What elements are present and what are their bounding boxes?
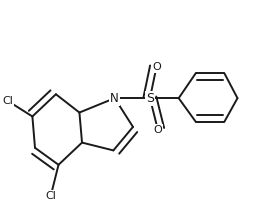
Text: Cl: Cl <box>45 191 56 201</box>
Text: S: S <box>146 92 154 105</box>
Text: O: O <box>153 124 162 135</box>
Text: O: O <box>152 62 161 72</box>
Text: N: N <box>110 92 119 105</box>
Text: Cl: Cl <box>2 96 13 106</box>
